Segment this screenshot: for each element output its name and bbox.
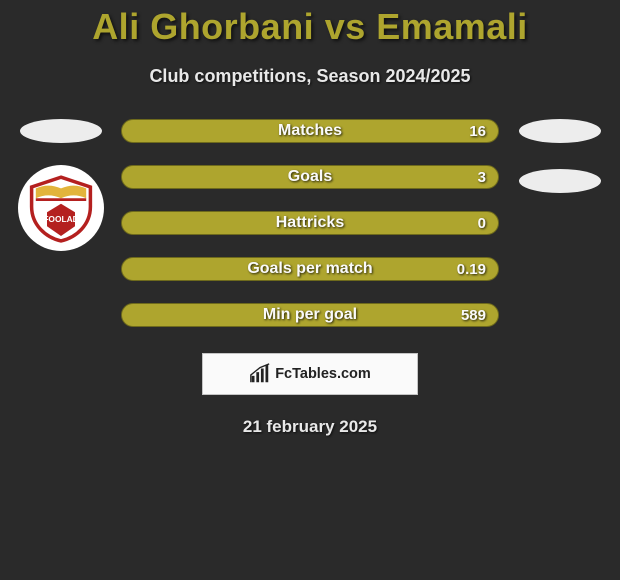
stat-label: Goals per match	[247, 260, 372, 278]
left-player-column: FOOLAD	[18, 119, 103, 251]
player-pill-right-1	[519, 119, 601, 143]
date-line: 21 february 2025	[0, 417, 620, 437]
stat-value: 3	[478, 169, 486, 186]
stat-bar-goals: Goals 3	[121, 165, 499, 189]
comparison-layout: FOOLAD Matches 16 Goals 3 Hattricks 0 Go…	[0, 119, 620, 327]
stat-bars: Matches 16 Goals 3 Hattricks 0 Goals per…	[121, 119, 499, 327]
player-pill-left	[20, 119, 102, 143]
stat-bar-min-per-goal: Min per goal 589	[121, 303, 499, 327]
right-player-column	[517, 119, 602, 193]
stat-value: 16	[469, 123, 486, 140]
stat-value: 0.19	[457, 261, 486, 278]
foolad-fc-logo-icon: FOOLAD	[26, 173, 96, 243]
brand-text: FcTables.com	[275, 366, 371, 382]
club-badge-left: FOOLAD	[18, 165, 104, 251]
bar-chart-icon	[249, 363, 271, 385]
page-title: Ali Ghorbani vs Emamali	[0, 0, 620, 48]
stat-value: 0	[478, 215, 486, 232]
subtitle: Club competitions, Season 2024/2025	[0, 66, 620, 87]
stat-label: Matches	[278, 122, 342, 140]
stat-label: Min per goal	[263, 306, 357, 324]
svg-text:FOOLAD: FOOLAD	[43, 214, 78, 224]
stat-bar-matches: Matches 16	[121, 119, 499, 143]
stat-value: 589	[461, 307, 486, 324]
player-pill-right-2	[519, 169, 601, 193]
stat-bar-goals-per-match: Goals per match 0.19	[121, 257, 499, 281]
stat-label: Hattricks	[276, 214, 344, 232]
brand-box[interactable]: FcTables.com	[202, 353, 418, 395]
stat-bar-hattricks: Hattricks 0	[121, 211, 499, 235]
stat-label: Goals	[288, 168, 332, 186]
